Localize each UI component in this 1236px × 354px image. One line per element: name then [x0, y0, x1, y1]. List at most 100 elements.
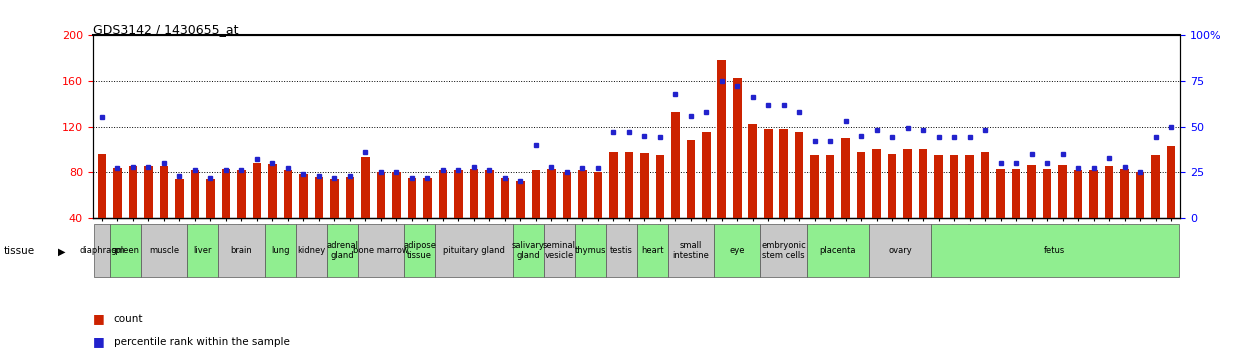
- Text: lung: lung: [271, 246, 289, 255]
- Bar: [145, 166, 153, 218]
- Bar: [435, 224, 513, 277]
- Bar: [392, 172, 400, 218]
- Bar: [513, 224, 544, 277]
- Bar: [1027, 165, 1036, 218]
- Bar: [114, 167, 122, 218]
- Bar: [326, 224, 357, 277]
- Text: placenta: placenta: [819, 246, 857, 255]
- Bar: [330, 179, 339, 218]
- Bar: [873, 149, 881, 218]
- Bar: [190, 170, 199, 218]
- Bar: [624, 152, 633, 218]
- Bar: [295, 224, 326, 277]
- Text: brain: brain: [231, 246, 252, 255]
- Bar: [1167, 146, 1175, 218]
- Bar: [439, 170, 447, 218]
- Text: kidney: kidney: [297, 246, 325, 255]
- Text: testis: testis: [609, 246, 633, 255]
- Bar: [1074, 170, 1083, 218]
- Bar: [454, 170, 462, 218]
- Bar: [548, 169, 556, 218]
- Bar: [857, 152, 865, 218]
- Bar: [141, 224, 187, 277]
- Bar: [1089, 170, 1098, 218]
- Bar: [702, 132, 711, 218]
- Bar: [485, 170, 493, 218]
- Text: muscle: muscle: [148, 246, 179, 255]
- Bar: [760, 224, 807, 277]
- Bar: [408, 178, 417, 218]
- Bar: [501, 178, 509, 218]
- Text: adipose
tissue: adipose tissue: [403, 241, 436, 260]
- Bar: [795, 132, 803, 218]
- Bar: [842, 138, 850, 218]
- Bar: [1136, 172, 1145, 218]
- Text: thymus: thymus: [575, 246, 606, 255]
- Bar: [714, 224, 760, 277]
- Bar: [887, 154, 896, 218]
- Text: seminal
vesicle: seminal vesicle: [543, 241, 576, 260]
- Bar: [423, 178, 431, 218]
- Bar: [1058, 165, 1067, 218]
- Bar: [315, 177, 323, 218]
- Bar: [593, 172, 602, 218]
- Text: pituitary gland: pituitary gland: [442, 246, 504, 255]
- Bar: [811, 155, 819, 218]
- Bar: [981, 152, 989, 218]
- Bar: [284, 170, 292, 218]
- Bar: [609, 152, 618, 218]
- Bar: [159, 166, 168, 218]
- Bar: [931, 224, 1179, 277]
- Bar: [221, 169, 230, 218]
- Bar: [562, 172, 571, 218]
- Bar: [749, 124, 756, 218]
- Bar: [996, 169, 1005, 218]
- Bar: [1105, 166, 1114, 218]
- Text: count: count: [114, 314, 143, 324]
- Bar: [606, 224, 637, 277]
- Bar: [237, 170, 246, 218]
- Bar: [807, 224, 869, 277]
- Bar: [733, 78, 742, 218]
- Bar: [187, 224, 219, 277]
- Bar: [686, 140, 695, 218]
- Text: salivary
gland: salivary gland: [512, 241, 545, 260]
- Bar: [637, 224, 667, 277]
- Bar: [544, 224, 575, 277]
- Text: ■: ■: [93, 312, 105, 325]
- Text: tissue: tissue: [4, 246, 35, 256]
- Text: adrenal
gland: adrenal gland: [326, 241, 358, 260]
- Bar: [965, 155, 974, 218]
- Bar: [764, 129, 772, 218]
- Text: bone marrow: bone marrow: [353, 246, 409, 255]
- Text: liver: liver: [194, 246, 211, 255]
- Text: small
intestine: small intestine: [672, 241, 709, 260]
- Text: ovary: ovary: [887, 246, 912, 255]
- Text: GDS3142 / 1430655_at: GDS3142 / 1430655_at: [93, 23, 239, 36]
- Bar: [934, 155, 943, 218]
- Text: eye: eye: [729, 246, 745, 255]
- Bar: [1151, 155, 1159, 218]
- Bar: [904, 149, 912, 218]
- Bar: [869, 224, 931, 277]
- Bar: [252, 163, 261, 218]
- Text: spleen: spleen: [111, 246, 140, 255]
- Text: heart: heart: [640, 246, 664, 255]
- Bar: [671, 112, 680, 218]
- Text: fetus: fetus: [1044, 246, 1065, 255]
- Bar: [346, 177, 355, 218]
- Bar: [206, 179, 215, 218]
- Bar: [950, 155, 958, 218]
- Bar: [780, 129, 789, 218]
- Bar: [826, 155, 834, 218]
- Bar: [717, 61, 726, 218]
- Text: percentile rank within the sample: percentile rank within the sample: [114, 337, 289, 347]
- Text: embryonic
stem cells: embryonic stem cells: [761, 241, 806, 260]
- Bar: [299, 175, 308, 218]
- Bar: [470, 169, 478, 218]
- Bar: [265, 224, 295, 277]
- Bar: [1120, 169, 1128, 218]
- Bar: [377, 172, 386, 218]
- Bar: [98, 154, 106, 218]
- Bar: [640, 153, 649, 218]
